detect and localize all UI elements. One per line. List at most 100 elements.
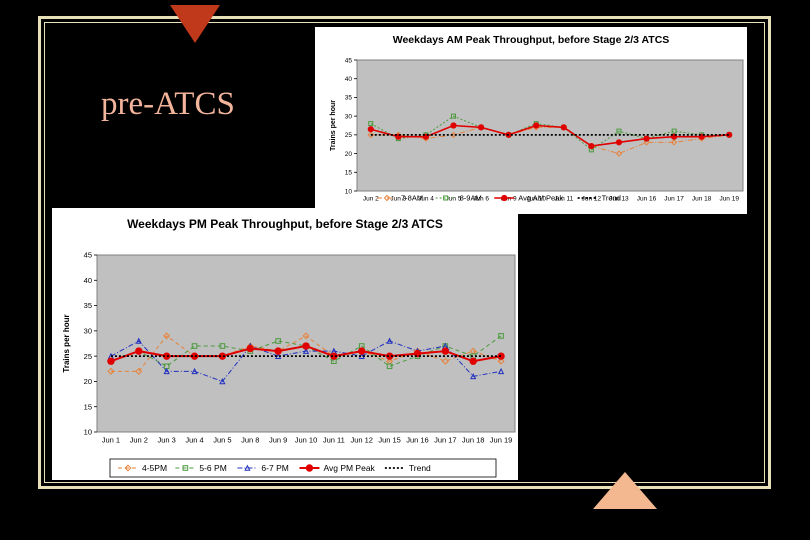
chart-0-ytick-label: 45 (345, 57, 353, 64)
chart-1-legend-marker (305, 464, 314, 472)
chart-1-xtick-label: Jun 16 (406, 436, 429, 445)
chart-0-series-line (370, 124, 730, 147)
chart-1-series-line (110, 335, 502, 372)
chart-1-xtick-label: Jun 19 (490, 436, 513, 445)
chart-1-xtick-label: Jun 12 (350, 436, 373, 445)
chart-1-xtick-label: Jun 10 (295, 436, 318, 445)
chart-1-xtick-label: Jun 18 (462, 436, 485, 445)
chart-1-data-point (219, 378, 226, 385)
chart-0-data-point (643, 135, 650, 142)
chart-0-series-2 (367, 122, 733, 150)
chart-1-data-point (498, 333, 504, 339)
chart-1-data-point (358, 347, 366, 355)
chart-1-ylabel: Trains per hour (62, 314, 71, 372)
chart-1-ytick-label: 25 (84, 352, 92, 361)
chart-1-title: Weekdays PM Peak Throughput, before Stag… (127, 217, 443, 231)
chart-1-ytick-label: 20 (84, 377, 92, 386)
chart-1-xtick-label: Jun 9 (269, 436, 287, 445)
chart-1-data-point (219, 343, 226, 349)
chart-0-legend-label: 7-8AM (401, 194, 423, 203)
chart-0-series-line (370, 126, 730, 155)
pm-peak-chart: Weekdays PM Peak Throughput, before Stag… (52, 208, 518, 480)
chart-0-xtick-label: Jun 5 (446, 196, 462, 203)
chart-0-xtick-label: Jun 17 (664, 196, 684, 203)
chart-1-series-line (110, 340, 502, 383)
chart-0-ytick-label: 40 (345, 76, 353, 83)
chart-1-data-point (275, 338, 281, 344)
chart-0-ytick-label: 15 (345, 170, 353, 177)
chart-0-data-point (560, 124, 567, 131)
chart-0-legend-label: Trend (602, 194, 621, 203)
chart-0-data-point (451, 113, 456, 119)
chart-1-series-line (110, 335, 502, 367)
chart-0-data-point (368, 121, 374, 127)
chart-1-data-point (302, 342, 310, 350)
chart-1-legend-label: Trend (409, 463, 431, 473)
chart-1-xtick-label: Jun 17 (434, 436, 457, 445)
chart-0-xtick-label: Jun 2 (363, 196, 379, 203)
slide-frame-inner (44, 22, 765, 483)
slide-frame-outer (38, 16, 771, 489)
chart-0-ytick-label: 10 (345, 188, 353, 195)
chart-0-xtick-label: Jun 12 (582, 196, 602, 203)
chart-0-xtick-label: Jun 6 (473, 196, 489, 203)
chart-1-ytick-label: 30 (84, 326, 92, 335)
chart-0-data-point (615, 139, 623, 146)
chart-0-xtick-label: Jun 13 (609, 196, 629, 203)
chart-0-xtick-label: Jun 10 (526, 196, 546, 203)
chart-1-data-point (163, 332, 171, 340)
chart-1-data-point (441, 347, 450, 355)
chart-1-data-point (497, 352, 505, 360)
chart-0-data-point (533, 122, 540, 129)
chart-1-data-point (413, 349, 422, 358)
chart-0-data-point (367, 126, 374, 133)
chart-0-data-point (616, 128, 622, 134)
chart-0-legend-marker (443, 195, 449, 201)
chart-1-ytick-label: 45 (84, 251, 92, 260)
chart-1-data-point (302, 332, 310, 340)
chart-0-ylabel: Trains per hour (330, 100, 337, 151)
chart-0-data-point (643, 139, 650, 146)
chart-1-xtick-label: Jun 8 (241, 436, 259, 445)
chart-1-xtick-label: Jun 4 (185, 436, 203, 445)
chart-1-data-point (497, 367, 505, 375)
chart-1-xtick-label: Jun 1 (102, 436, 120, 445)
chart-1-data-point (246, 344, 254, 353)
triangle-down-decoration (170, 5, 220, 43)
chart-1-data-point (191, 343, 198, 349)
chart-1-legend-marker (244, 464, 251, 471)
chart-1-xtick-label: Jun 3 (157, 436, 175, 445)
chart-0-svg: Weekdays AM Peak Throughput, before Stag… (330, 34, 744, 203)
chart-0-data-point (671, 128, 677, 134)
chart-1-ytick-label: 35 (84, 301, 92, 310)
chart-1-ytick-label: 10 (84, 428, 92, 437)
chart-0-xtick-label: Jun 16 (637, 196, 657, 203)
chart-0-ytick-label: 30 (345, 113, 353, 120)
chart-0-legend-label: Avg AM Peak (518, 194, 563, 203)
chart-1-data-point (135, 367, 143, 375)
chart-0-legend: 7-8AM 8-9AM Avg AM Peak Trend (377, 194, 621, 203)
chart-0-xtick-label: Jun 3 (390, 196, 406, 203)
chart-1-legend-marker (182, 465, 189, 471)
chart-0-data-point (477, 124, 485, 131)
chart-1-xtick-label: Jun 11 (323, 436, 345, 445)
chart-0-data-point (450, 122, 457, 129)
chart-0-data-point (615, 150, 623, 157)
chart-1-data-point (107, 367, 115, 375)
chart-0-legend-marker (501, 194, 508, 202)
chart-0-ytick-label: 25 (345, 132, 353, 139)
chart-0-series-line (370, 115, 730, 151)
chart-1-data-point (386, 363, 393, 370)
chart-1-data-point (163, 367, 170, 375)
chart-1-xtick-label: Jun 5 (213, 436, 231, 445)
chart-1-data-point (135, 337, 142, 344)
chart-0-ytick-label: 35 (345, 95, 353, 102)
chart-1-legend-marker (124, 464, 132, 472)
chart-0-xtick-label: Jun 11 (554, 196, 573, 203)
chart-1-ytick-label: 15 (84, 402, 92, 411)
chart-0-data-point (726, 131, 733, 138)
chart-1-data-point (302, 347, 310, 354)
chart-0-ytick-label: 20 (345, 151, 353, 158)
slide-title: pre-ATCS (101, 86, 235, 122)
chart-1-data-point (386, 337, 393, 344)
